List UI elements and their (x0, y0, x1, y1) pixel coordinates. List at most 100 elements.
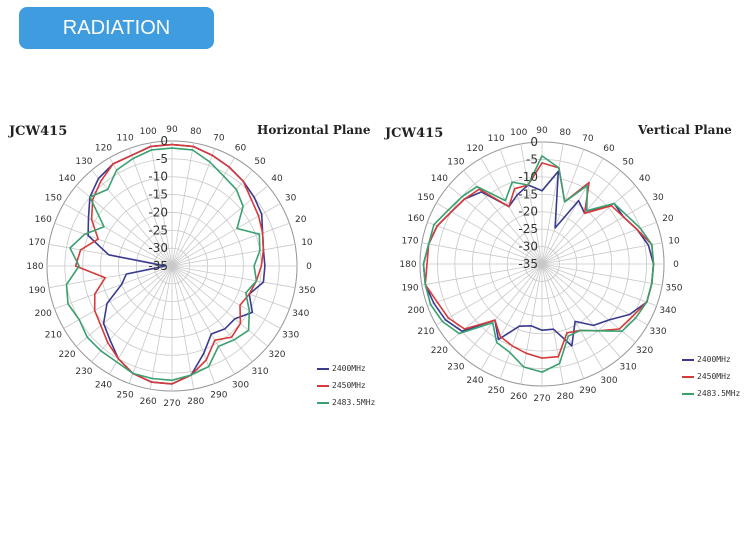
angle-tick-label: 110 (488, 134, 505, 144)
angle-tick-label: 330 (282, 331, 299, 341)
angle-tick-label: 190 (28, 286, 45, 296)
angle-tick-label: 0 (673, 260, 679, 270)
angle-tick-label: 10 (668, 237, 680, 247)
grid-spoke (541, 263, 663, 286)
grid-spoke (109, 265, 173, 375)
grid-spoke (171, 265, 216, 384)
grid-spoke (480, 158, 543, 265)
series-line-2483.5MHz (65, 147, 261, 382)
grid-spoke (541, 202, 648, 265)
angle-tick-label: 230 (75, 367, 92, 377)
legend-swatch (317, 367, 329, 370)
angle-tick-label: 20 (662, 214, 674, 224)
angle-tick-label: 270 (533, 394, 550, 404)
db-tick-label: -10 (148, 170, 168, 184)
angle-tick-label: 350 (298, 286, 315, 296)
grid-spoke (109, 157, 173, 267)
grid-spoke (427, 263, 543, 307)
vertical-plane-panel: JCW415 Vertical Plane 0 10 20 30 40 50 60 70 80 9… (380, 110, 745, 420)
grid-spoke (128, 265, 173, 384)
grid-spoke (171, 265, 195, 390)
angle-tick-label: 130 (75, 157, 92, 167)
db-tick-label: -30 (148, 241, 168, 255)
angle-tick-label: 220 (58, 350, 75, 360)
angle-tick-label: 30 (285, 194, 297, 204)
angle-tick-label: 200 (35, 309, 52, 319)
grid-spoke (541, 242, 663, 265)
angle-tick-label: 220 (431, 346, 448, 356)
grid-spoke (171, 222, 290, 267)
angle-tick-label: 340 (659, 306, 676, 316)
grid-spoke (171, 265, 269, 347)
angle-tick-label: 140 (58, 174, 75, 184)
angle-tick-label: 80 (190, 127, 202, 137)
db-tick-label: -35 (148, 259, 168, 273)
legend-label: 2400MHz (332, 364, 366, 373)
grid-spoke (520, 263, 543, 385)
plane-title: Horizontal Plane (257, 123, 371, 137)
db-tick-label: 0 (160, 134, 168, 148)
legend-swatch (317, 384, 329, 387)
grid-spoke (75, 265, 173, 347)
model-label: JCW415 (385, 126, 444, 141)
grid-spoke (171, 265, 253, 363)
grid-spoke (463, 263, 543, 358)
grid-spoke (54, 222, 173, 267)
grid-spoke (63, 265, 173, 329)
grid-spoke (171, 148, 216, 267)
legend-swatch (317, 401, 329, 404)
horizontal-plane-panel: JCW415 Horizontal Plane 0 10 20 30 40 50 60 70 8… (0, 110, 380, 420)
db-tick-label: -20 (148, 205, 168, 219)
grid-spoke (499, 263, 543, 379)
angle-tick-label: 310 (251, 367, 268, 377)
db-tick-label: -25 (148, 223, 168, 237)
series-line-2483.5MHz (422, 155, 655, 373)
angle-tick-label: 60 (235, 143, 247, 153)
db-tick-label: -10 (518, 170, 538, 184)
angle-tick-label: 90 (166, 125, 178, 135)
angle-tick-label: 170 (401, 237, 418, 247)
grid-spoke (436, 263, 543, 326)
angle-tick-label: 160 (35, 215, 52, 225)
db-tick-label: -15 (518, 187, 538, 201)
angle-tick-label: 150 (417, 193, 434, 203)
db-tick-label: 0 (530, 135, 538, 149)
db-tick-label: -35 (518, 257, 538, 271)
grid-spoke (171, 265, 235, 375)
angle-tick-label: 0 (306, 262, 312, 272)
plane-title: Vertical Plane (638, 123, 732, 137)
grid-spoke (541, 170, 621, 265)
angle-tick-label: 40 (639, 174, 651, 184)
grid-spoke (149, 265, 173, 390)
angle-tick-label: 290 (210, 391, 227, 401)
grid-spoke (541, 263, 657, 307)
angle-tick-label: 350 (665, 283, 682, 293)
db-tick-label: -5 (526, 152, 538, 166)
grid-spoke (171, 265, 296, 289)
legend-swatch (682, 358, 694, 361)
legend-item-2483: 2483.5MHz (682, 385, 740, 402)
angle-tick-label: 300 (232, 381, 249, 391)
legend: 2400MHz 2450MHz 2483.5MHz (317, 360, 375, 411)
angle-tick-label: 280 (187, 397, 204, 407)
grid-spoke (421, 242, 543, 265)
legend-item-2450: 2450MHz (317, 377, 375, 394)
angle-tick-label: 240 (95, 381, 112, 391)
angle-tick-label: 150 (45, 194, 62, 204)
angle-tick-label: 120 (466, 144, 483, 154)
angle-tick-label: 160 (407, 214, 424, 224)
db-tick-label: -5 (156, 152, 168, 166)
legend: 2400MHz 2450MHz 2483.5MHz (682, 351, 740, 402)
angle-tick-label: 60 (603, 144, 615, 154)
grid-spoke (421, 263, 543, 286)
angle-tick-label: 20 (295, 215, 307, 225)
grid-spoke (171, 142, 195, 267)
legend-item-2400: 2400MHz (682, 351, 740, 368)
angle-tick-label: 120 (95, 143, 112, 153)
grid-spoke (541, 149, 585, 265)
grid-spoke (480, 263, 543, 370)
legend-label: 2450MHz (332, 381, 366, 390)
angle-tick-label: 80 (560, 128, 572, 138)
angle-tick-label: 210 (45, 331, 62, 341)
